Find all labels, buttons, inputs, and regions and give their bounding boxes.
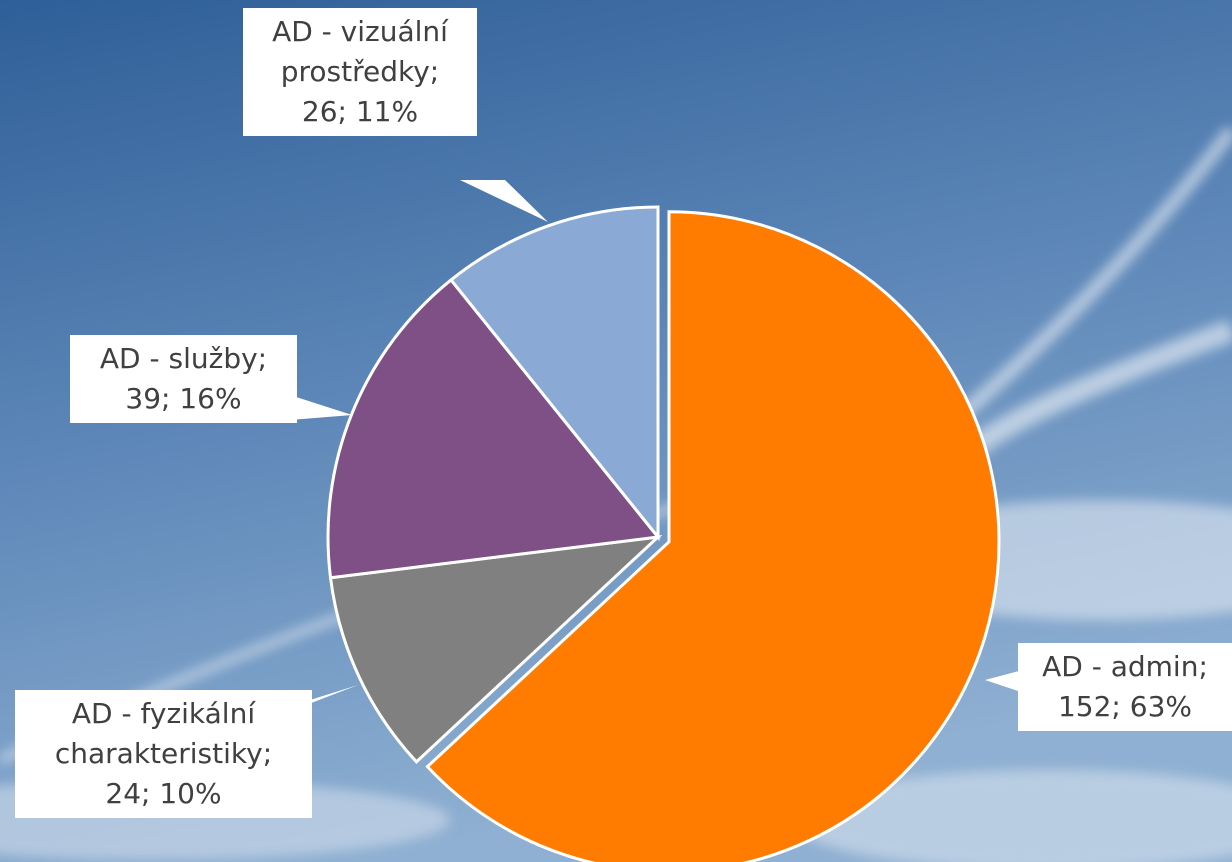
- label-category: AD - služby;: [76, 339, 291, 379]
- data-label: AD - admin;152; 63%: [1018, 643, 1232, 731]
- label-category: AD - vizuální prostředky;: [249, 12, 471, 92]
- data-label: AD - služby;39; 16%: [70, 335, 297, 423]
- data-label: AD - vizuální prostředky;26; 11%: [243, 8, 477, 136]
- label-value: 152; 63%: [1024, 687, 1226, 727]
- data-label: AD - fyzikální charakteristiky;24; 10%: [15, 690, 312, 818]
- page: {"chart_data": {"type": "pie", "categori…: [0, 0, 1232, 862]
- label-value: 26; 11%: [249, 92, 471, 132]
- label-category: AD - fyzikální charakteristiky;: [21, 694, 306, 774]
- label-value: 24; 10%: [21, 774, 306, 814]
- label-category: AD - admin;: [1024, 647, 1226, 687]
- label-value: 39; 16%: [76, 379, 291, 419]
